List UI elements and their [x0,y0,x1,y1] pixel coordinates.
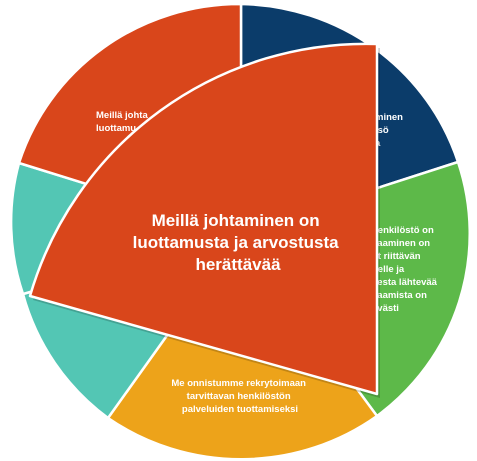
label-line: henkilöstö on [372,225,434,236]
label-line: Me onnistumme rekrytoimaan [171,378,306,389]
label-line: Meillä johtaminen on [152,211,320,230]
label-line: isö [375,125,389,136]
label-line: minen [375,112,403,123]
label-line: luottamu [96,123,136,134]
label-line: saaminen on [372,238,430,249]
label-line: ävästi [372,303,399,314]
segment-labels: Meillä johta luottamu minen isö a henkil… [96,110,440,415]
label-bottom-orange: Me onnistumme rekrytoimaan tarvittavan h… [171,378,308,415]
label-line: saamista on [372,290,427,301]
label-line: herättävää [195,255,281,274]
label-line: Meillä johta [96,110,148,121]
label-line: palveluiden tuottamiseksi [182,404,298,415]
label-line: tarvittavan henkilöstön [187,391,291,402]
label-line: luottamusta ja arvostusta [133,233,339,252]
exploded-wedge-label: Meillä johtaminen on luottamusta ja arvo… [133,211,344,274]
exploded-wedge-group: Meillä johtaminen on luottamusta ja arvo… [28,42,380,398]
label-top-left-red: Meillä johta luottamu [96,110,150,134]
label-line: eesta lähtevää [372,277,438,288]
label-line: nelle ja [372,264,405,275]
exploded-wedge[interactable] [28,42,379,396]
label-right-green: henkilöstö on saaminen on ut riittävän n… [372,225,440,314]
label-line: ut riittävän [372,251,421,262]
